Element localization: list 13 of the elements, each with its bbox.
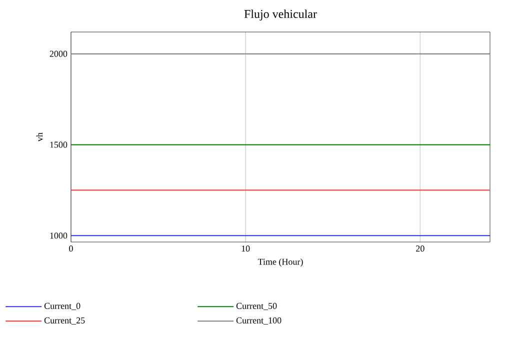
x-tick-label: 0: [69, 246, 73, 252]
y-tick-label: 2000: [50, 50, 68, 57]
y-tick-label: 1500: [50, 142, 68, 148]
y-tick-label: 1000: [50, 232, 68, 239]
legend-label: Current_50: [236, 302, 277, 310]
legend-label: Current_0: [44, 302, 80, 310]
legend-label: Current_25: [44, 317, 85, 325]
x-tick-label: 10: [242, 246, 250, 252]
x-tick-label: 20: [416, 246, 424, 252]
y-axis-title: vh: [36, 132, 43, 142]
x-axis-title: Time (Hour): [258, 258, 303, 267]
chart-title: Flujo vehicular: [244, 10, 317, 20]
legend-label: Current_100: [236, 317, 282, 325]
